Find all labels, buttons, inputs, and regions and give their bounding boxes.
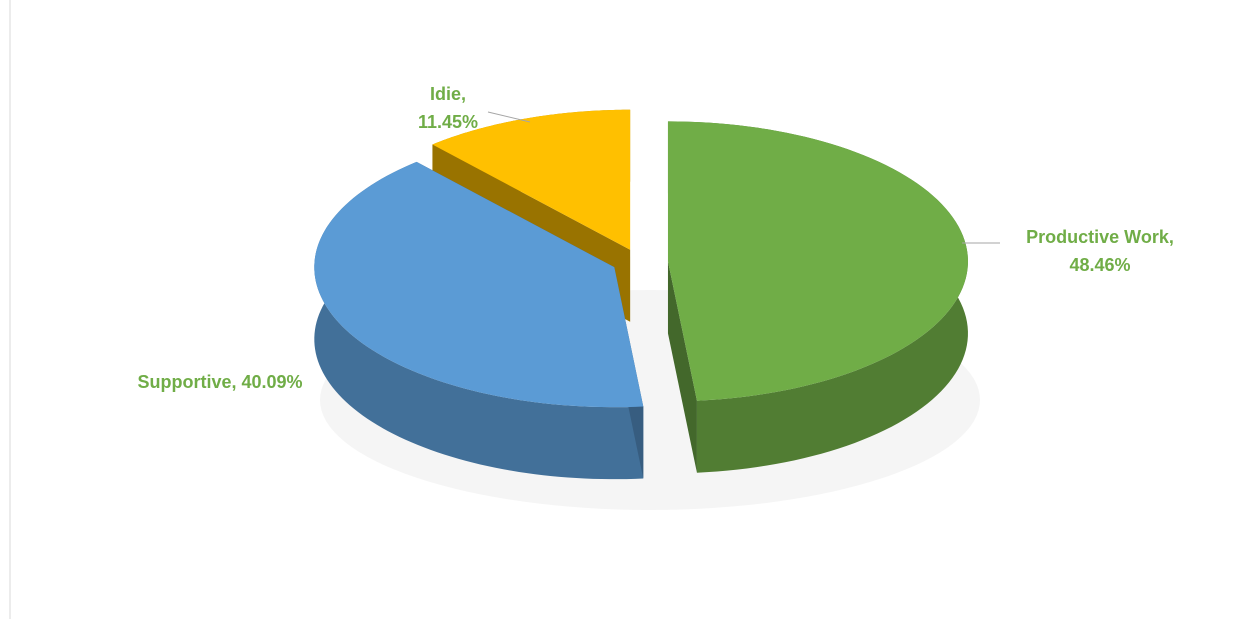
data-label: Idie, 11.45% <box>418 84 478 132</box>
pie-slice <box>667 121 968 401</box>
label-separator: , <box>461 84 466 104</box>
label-separator: , <box>231 372 236 392</box>
slice-group <box>667 121 968 473</box>
label-separator: , <box>1169 227 1174 247</box>
pie-slice <box>314 161 644 408</box>
data-label: Supportive, 40.09% <box>137 372 302 392</box>
slice-edge <box>667 261 697 473</box>
value-label: 48.46% <box>1069 255 1130 275</box>
value-label: 11.45% <box>418 112 478 132</box>
leader-line <box>487 111 531 123</box>
value-label: 40.09% <box>241 372 302 392</box>
pie-slice <box>432 109 631 250</box>
category-name: Idie <box>430 84 461 104</box>
category-name: Supportive <box>137 372 231 392</box>
category-name: Productive Work <box>1026 227 1170 247</box>
data-label: Productive Work, 48.46% <box>1026 227 1174 275</box>
slice-group <box>314 161 644 480</box>
